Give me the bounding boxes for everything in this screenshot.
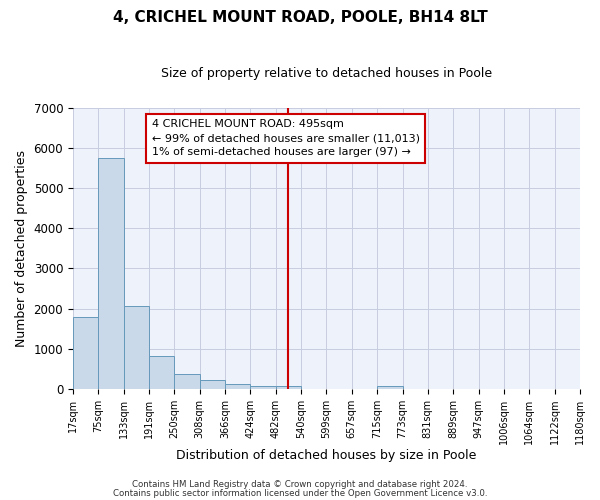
Y-axis label: Number of detached properties: Number of detached properties — [15, 150, 28, 347]
Bar — [276, 386, 301, 388]
Bar — [377, 386, 403, 388]
Text: 4 CRICHEL MOUNT ROAD: 495sqm
← 99% of detached houses are smaller (11,013)
1% of: 4 CRICHEL MOUNT ROAD: 495sqm ← 99% of de… — [152, 120, 419, 158]
Text: Contains public sector information licensed under the Open Government Licence v3: Contains public sector information licen… — [113, 489, 487, 498]
Bar — [225, 384, 250, 388]
Bar — [73, 318, 98, 388]
Text: Contains HM Land Registry data © Crown copyright and database right 2024.: Contains HM Land Registry data © Crown c… — [132, 480, 468, 489]
Text: 4, CRICHEL MOUNT ROAD, POOLE, BH14 8LT: 4, CRICHEL MOUNT ROAD, POOLE, BH14 8LT — [113, 10, 487, 25]
Bar — [124, 306, 149, 388]
X-axis label: Distribution of detached houses by size in Poole: Distribution of detached houses by size … — [176, 450, 476, 462]
Title: Size of property relative to detached houses in Poole: Size of property relative to detached ho… — [161, 68, 492, 80]
Bar — [200, 380, 225, 388]
Bar — [250, 386, 276, 388]
Bar — [149, 356, 175, 388]
Bar — [175, 374, 200, 388]
Bar — [98, 158, 124, 388]
